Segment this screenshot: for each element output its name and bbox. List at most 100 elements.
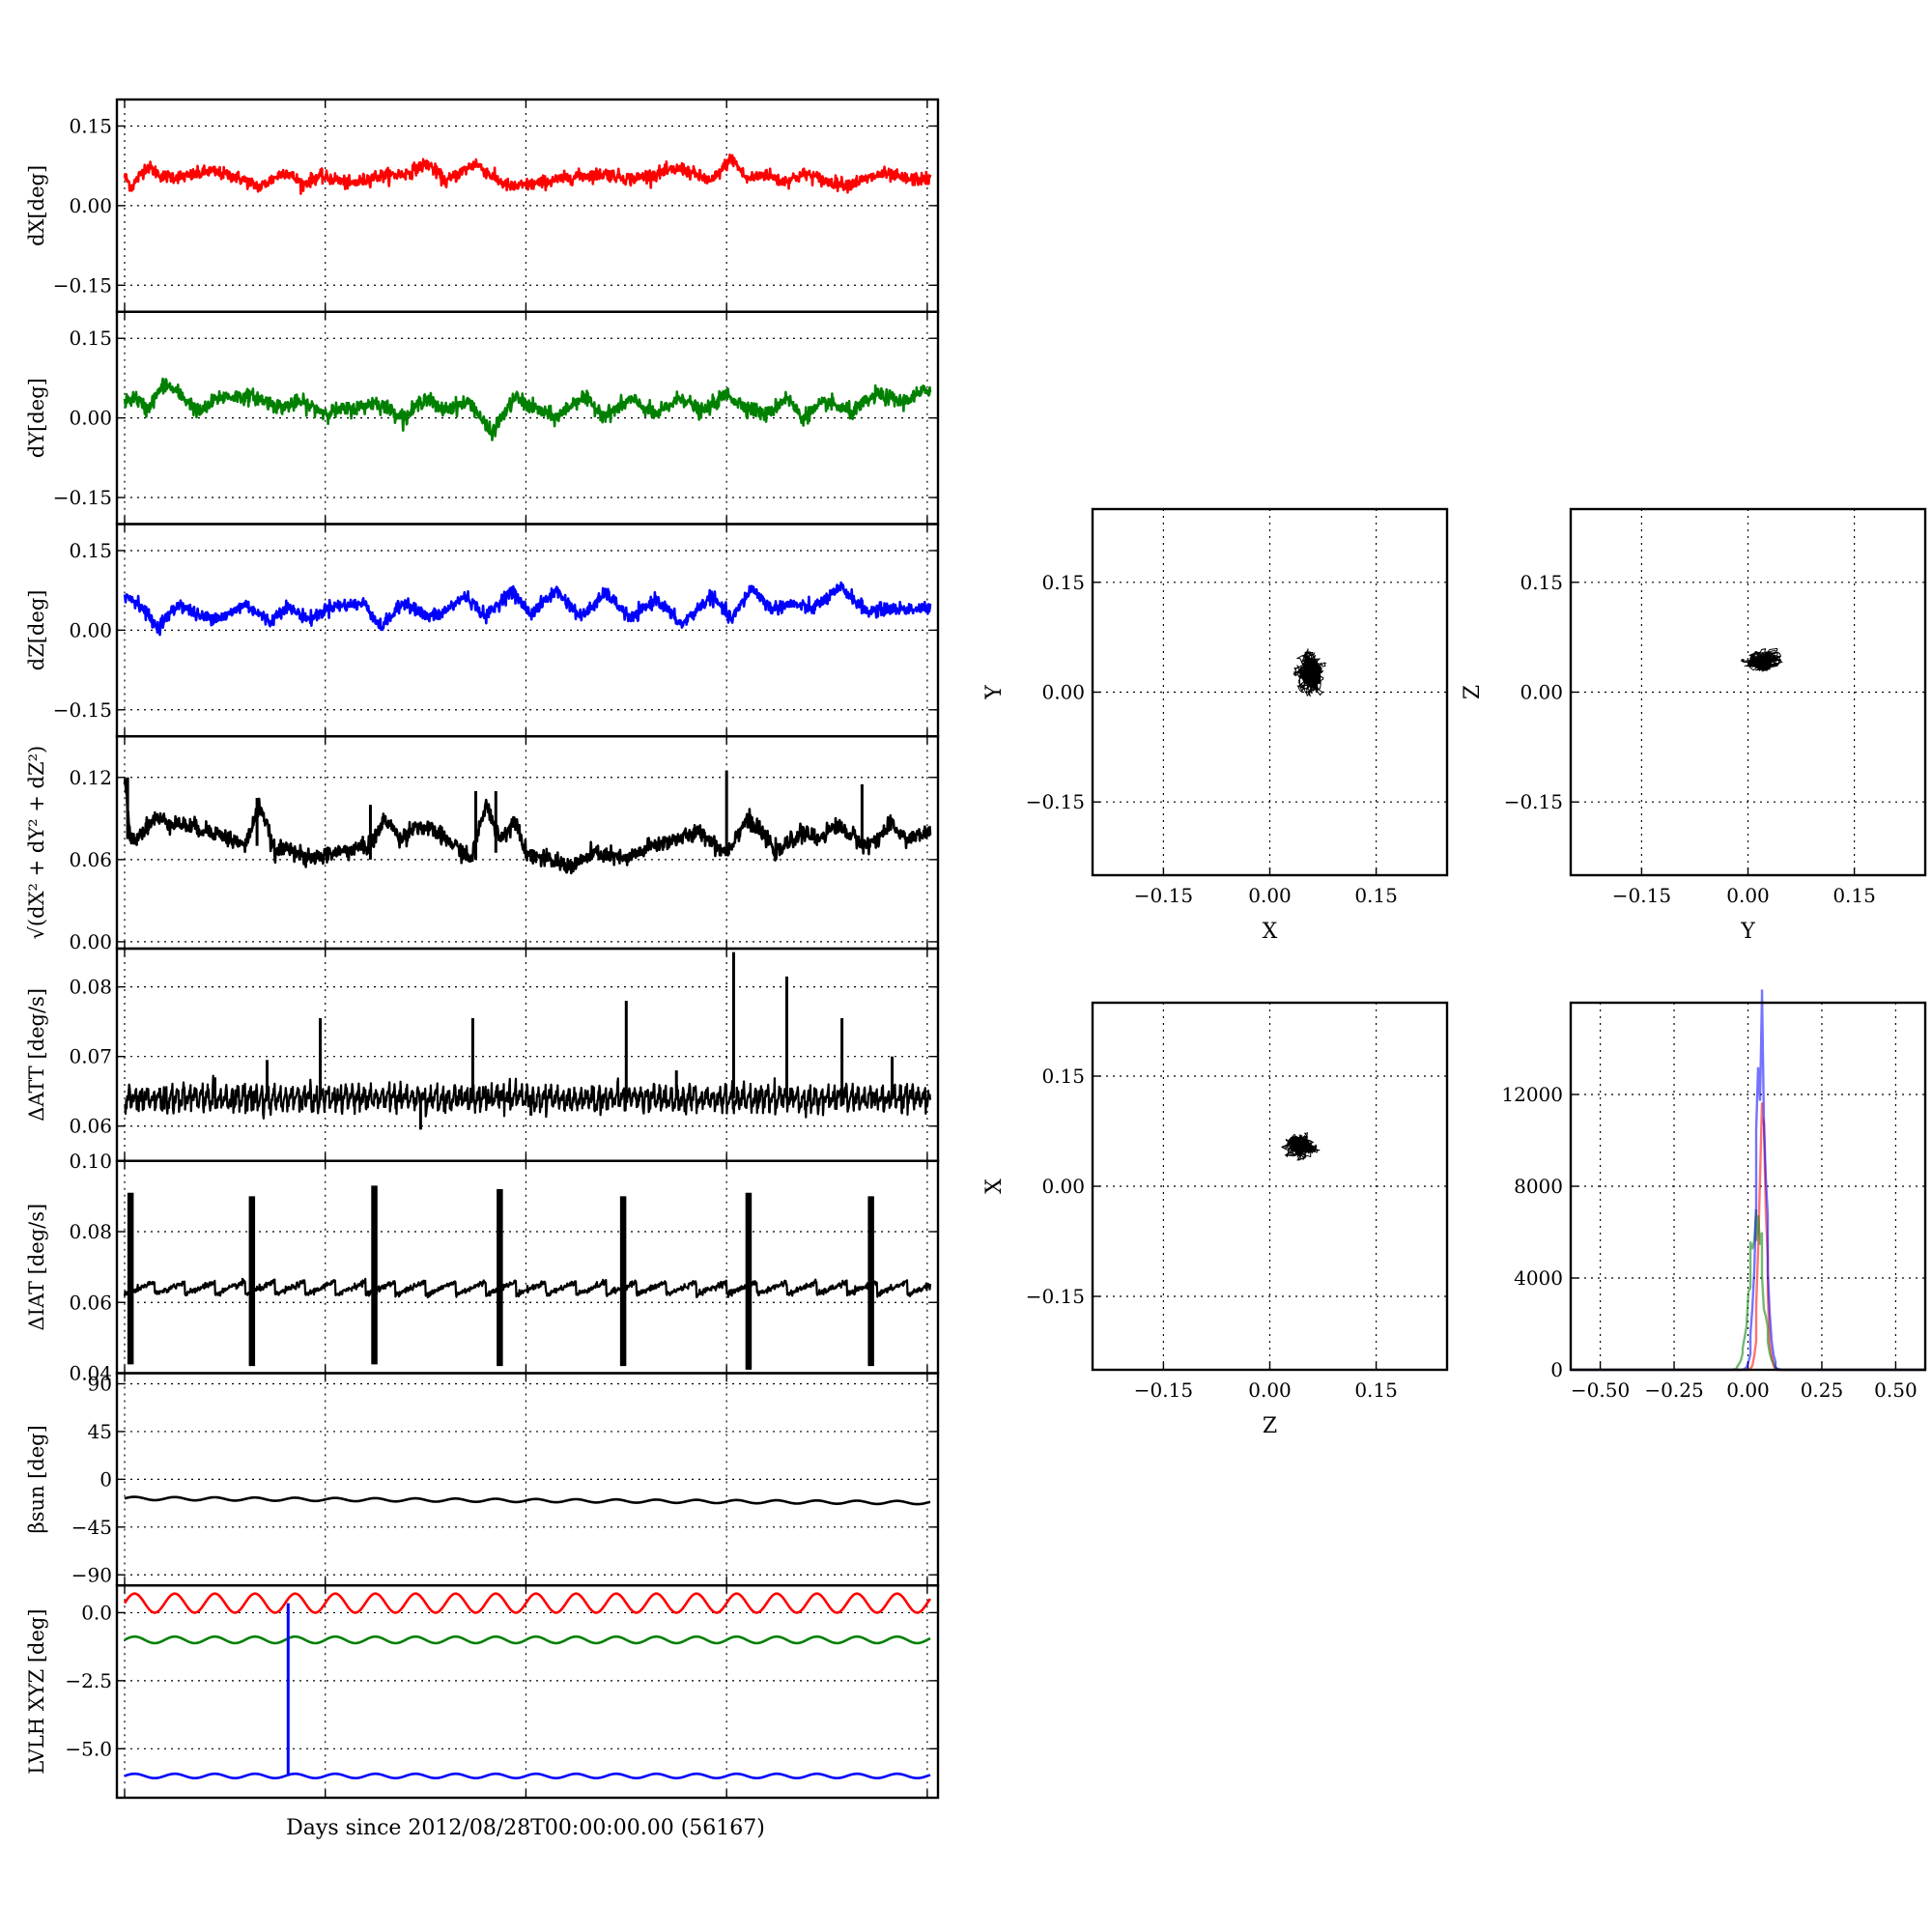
y-tick-label: 0.06 — [69, 848, 112, 871]
y-tick-label: −0.15 — [1504, 790, 1563, 813]
y-tick-label: 90 — [88, 1372, 112, 1395]
x-axis-label: X — [1263, 920, 1278, 944]
x-tick-label: −0.50 — [1571, 1378, 1630, 1402]
x-tick-label: −0.25 — [1644, 1378, 1703, 1402]
plot-area — [123, 1185, 932, 1370]
timeseries-panel-4: 0.08 0.07 0.06 ΔATT [deg/s] — [25, 947, 940, 1162]
y-tick-label: 0.06 — [69, 1291, 112, 1314]
y-tick-label: 0.00 — [69, 618, 112, 641]
y-tick-label: −0.15 — [53, 698, 112, 722]
y-tick-label: 0.00 — [1041, 1175, 1085, 1198]
y-tick-label: −0.15 — [1026, 790, 1085, 813]
x-axis-label: Z — [1263, 1414, 1277, 1438]
x-tick-label: −0.15 — [1612, 884, 1671, 907]
y-tick-label: 0.04 — [69, 1362, 112, 1385]
x-tick-label: 0.50 — [1874, 1378, 1918, 1402]
y-tick-label: −5.0 — [65, 1737, 112, 1760]
y-tick-label: 0.08 — [69, 1220, 112, 1243]
panel-frame — [115, 947, 940, 1162]
histogram-series — [1571, 1102, 1926, 1372]
y-tick-label: 45 — [88, 1420, 112, 1443]
x-tick-label: 0.25 — [1801, 1378, 1844, 1402]
x-tick-label: 0.15 — [1354, 884, 1398, 907]
y-tick-label: 0 — [1550, 1358, 1563, 1381]
panel-frame — [1091, 507, 1449, 877]
x-tick-label: −0.15 — [1134, 884, 1193, 907]
series-line — [124, 1074, 932, 1120]
panel-frame — [1569, 1001, 1927, 1372]
plot-area — [123, 377, 932, 441]
y-tick-label: −2.5 — [65, 1669, 112, 1692]
timeseries-panel-3: 0.12 0.06 0.00 √(dX² + dY² + dZ²) — [25, 735, 940, 953]
y-tick-label: 0.00 — [1041, 681, 1085, 704]
plot-area — [123, 1592, 932, 1779]
y-axis-label: Y — [982, 685, 1007, 700]
histogram-panel: −0.50 −0.25 0.00 0.25 0.50 12000 8000 4000 0 — [1501, 989, 1927, 1402]
panel-frame — [115, 1159, 940, 1375]
y-tick-label: 0.10 — [69, 1150, 112, 1173]
series-line — [123, 377, 932, 441]
x-tick-label: 0.00 — [1248, 1378, 1292, 1402]
series-line — [123, 778, 932, 875]
plot-area — [124, 1495, 931, 1506]
timeseries-panel-2: 0.15 0.00 −0.15 dZ[deg] — [25, 523, 940, 738]
series-line — [124, 1772, 931, 1779]
series-line — [123, 1277, 932, 1299]
scatter-panel-0: −0.15 −0.15 0.00 0.00 0.15 0.15 X Y — [982, 507, 1449, 944]
timeseries-panel-7: 0.0 −2.5 −5.0 LVLH XYZ [deg] — [25, 1584, 940, 1800]
x-axis-label: Days since 2012/08/28T00:00:00.00 (56167… — [286, 1816, 765, 1840]
x-tick-label: 0.15 — [1354, 1378, 1398, 1402]
x-axis-label: Y — [1740, 920, 1755, 944]
series-line — [124, 1495, 931, 1506]
x-tick-label: 0.00 — [1726, 1378, 1770, 1402]
panel-frame — [115, 1584, 940, 1800]
y-tick-label: 0.15 — [69, 327, 112, 350]
timeseries-panel-5: 0.10 0.08 0.06 0.04 ΔIAT [deg/s] — [25, 1150, 940, 1385]
y-axis-label: dX[deg] — [25, 165, 48, 246]
y-tick-label: 0.15 — [1041, 1065, 1085, 1088]
y-tick-label: 0.00 — [69, 930, 112, 953]
plot-area — [124, 952, 932, 1130]
y-tick-label: 0.12 — [69, 766, 112, 789]
scatter-trace — [1293, 648, 1327, 697]
y-axis-label: √(dX² + dY² + dZ²) — [25, 746, 48, 940]
series-line — [123, 1592, 932, 1614]
y-tick-label: 0.00 — [69, 194, 112, 217]
y-tick-label: 0.00 — [1520, 681, 1563, 704]
y-axis-label: Z — [1461, 685, 1485, 699]
y-axis-label: dZ[deg] — [25, 590, 48, 671]
panel-frame — [1569, 507, 1927, 877]
y-tick-label: −45 — [71, 1516, 112, 1539]
panel-frame — [1091, 1001, 1449, 1372]
scatter-trace — [1740, 647, 1783, 673]
y-tick-label: 0.07 — [69, 1045, 112, 1068]
y-tick-label: 0.06 — [69, 1115, 112, 1138]
scatter-trace — [1280, 1131, 1321, 1161]
scatter-panel-2: −0.15 −0.15 0.00 0.00 0.15 0.15 Z X — [982, 1001, 1449, 1438]
timeseries-panels: 0.15 0.00 −0.15 dX[deg] 0.15 0.00 −0.15 dY[deg]… — [25, 98, 940, 1800]
timeseries-panel-0: 0.15 0.00 −0.15 dX[deg] — [25, 98, 940, 313]
y-tick-label: −0.15 — [53, 486, 112, 509]
y-tick-label: −0.15 — [1026, 1285, 1085, 1308]
series-line — [124, 1634, 931, 1645]
scatter-panel-1: −0.15 −0.15 0.00 0.00 0.15 0.15 Y Z — [1461, 507, 1927, 944]
plot-area — [123, 581, 932, 637]
y-tick-label: 0.15 — [1041, 571, 1085, 594]
y-tick-label: 0.15 — [69, 539, 112, 562]
series-line — [123, 153, 932, 195]
x-tick-label: 0.15 — [1833, 884, 1876, 907]
y-tick-label: 0.00 — [69, 407, 112, 430]
y-tick-label: 12000 — [1501, 1083, 1563, 1106]
plot-area — [123, 153, 932, 195]
y-tick-label: 0.15 — [69, 114, 112, 137]
y-tick-label: 4000 — [1514, 1266, 1563, 1290]
y-axis-label: X — [982, 1179, 1007, 1194]
x-tick-label: −0.15 — [1134, 1378, 1193, 1402]
x-tick-label: 0.00 — [1248, 884, 1292, 907]
plot-area — [123, 770, 932, 875]
scatter-panels: −0.15 −0.15 0.00 0.00 0.15 0.15 X Y −0.15 −0.15 0.… — [982, 507, 1927, 1438]
series-line — [123, 581, 932, 637]
y-axis-label: dY[deg] — [25, 378, 48, 458]
x-tick-label: 0.00 — [1726, 884, 1770, 907]
